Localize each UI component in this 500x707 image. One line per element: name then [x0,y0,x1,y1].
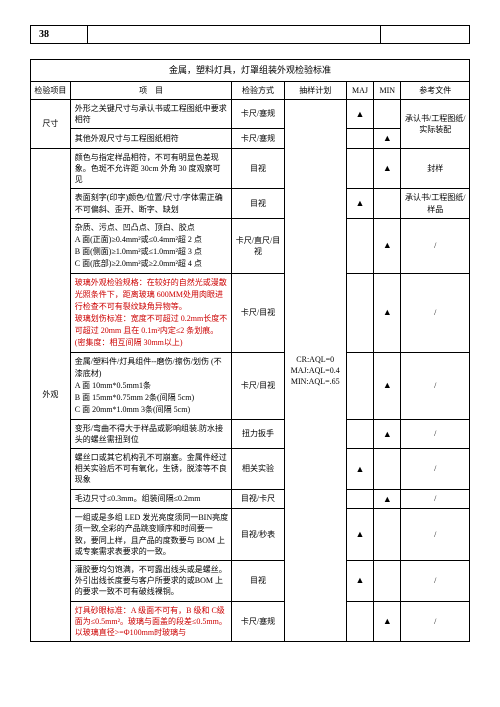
maj [346,419,373,448]
row-dim1: 尺寸 外形之关键尺寸与承认书或工程图纸中要求相符 卡尺/塞规 CR:AQL=0 … [31,99,470,128]
ref: 承认书/工程图纸/实际装配 [401,99,470,148]
proj: 一组或是多组 LED 发光亮度须同一BIN亮度须一致,全彩的产品跳变顺序和时间要… [70,509,232,561]
ref: / [401,601,470,642]
min: ▲ [374,419,401,448]
h-project: 项 目 [70,81,232,99]
h-min: MIN [374,81,401,99]
page-number-box: 38 [30,25,470,44]
row-9: 螺丝口或其它机构孔不可崩塞。金属件经过相关实验后不可有氧化，生锈，脱漆等不良现象… [31,449,470,490]
min: ▲ [374,129,401,149]
ref: 承认书/工程图纸/样品 [401,189,470,218]
min: ▲ [374,601,401,642]
min [374,449,401,490]
maj [346,129,373,149]
method: 目视/卡尺 [232,489,284,509]
ref: / [401,419,470,448]
min [374,189,401,218]
red-text: 玻璃外观检验规格：在较好的自然光或漫散光照条件下，距离玻璃 600MM处用肉眼进… [75,278,227,311]
min [374,99,401,128]
method: 目视 [232,560,284,601]
proj: 颜色与指定样品相符，不可有明显色差现象。色斑不允许距 30cm 外角 30 度观… [70,148,232,189]
method: 扭力扳手 [232,419,284,448]
method: 目视 [232,148,284,189]
min: ▲ [374,489,401,509]
ref: / [401,560,470,601]
title-row: 金属，塑料灯具，灯罩组装外观检验标准 [31,60,470,82]
maj [346,601,373,642]
method: 卡尺/塞规 [232,601,284,642]
row-10: 毛边只寸≤0.3mm。组装间隔≤0.2mm 目视/卡尺 ▲ / [31,489,470,509]
ref: / [401,449,470,490]
h-item: 检验项目 [31,81,71,99]
method: 目视/秒表 [232,509,284,561]
min: ▲ [374,148,401,189]
row-8: 变形/弯曲不得大于样品或影响组装.防水接头的螺丝需扭到位 扭力扳手 ▲ / [31,419,470,448]
row-12: 灌胶要均匀饱满，不可露出线头或是螺丝。外引出线长度要与客户所要求的或BOM 上的… [31,560,470,601]
empty-cell [88,26,381,43]
maj: ▲ [346,449,373,490]
table-title: 金属，塑料灯具，灯罩组装外观检验标准 [31,60,470,82]
ref: 封样 [401,148,470,189]
ref: / [401,489,470,509]
method: 卡尺/目视 [232,273,284,352]
h-plan: 抽样计划 [284,81,346,99]
maj: ▲ [346,560,373,601]
proj: 变形/弯曲不得大于样品或影响组装.防水接头的螺丝需扭到位 [70,419,232,448]
ref: / [401,273,470,352]
min [374,509,401,561]
row-5: 杂质、污点、凹凸点、顶白、胶点 A 面(正面)≥0.4mm²或≤0.4mm²超 … [31,218,470,273]
h-method: 检验方式 [232,81,284,99]
ref: / [401,509,470,561]
maj [346,148,373,189]
proj: 金属/塑料件/灯具组件--磨伤/擦伤/划伤 (不漆底材) A 面 10mm*0.… [70,352,232,419]
proj: 杂质、污点、凹凸点、顶白、胶点 A 面(正面)≥0.4mm²或≤0.4mm²超 … [70,218,232,273]
red-text: 玻璃划伤标准：宽度不可超过 0.2mm长度不可超过 20mm 且在 0.1m²内… [75,314,227,347]
min: ▲ [374,218,401,273]
maj [346,352,373,419]
maj [346,218,373,273]
row-6: 玻璃外观检验规格：在较好的自然光或漫散光照条件下，距离玻璃 600MM处用肉眼进… [31,273,470,352]
min [374,560,401,601]
proj: 其他外观尺寸与工程图纸相符 [70,129,232,149]
min: ▲ [374,273,401,352]
row-7: 金属/塑料件/灯具组件--磨伤/擦伤/划伤 (不漆底材) A 面 10mm*0.… [31,352,470,419]
row-3: 外观 颜色与指定样品相符，不可有明显色差现象。色斑不允许距 30cm 外角 30… [31,148,470,189]
min: ▲ [374,352,401,419]
method: 卡尺/目视 [232,352,284,419]
maj [346,489,373,509]
method: 目视 [232,189,284,218]
empty-cell [381,26,469,43]
dim-label: 尺寸 [31,99,71,148]
maj: ▲ [346,509,373,561]
header-row: 检验项目 项 目 检验方式 抽样计划 MAJ MIN 参考文件 [31,81,470,99]
maj [346,273,373,352]
proj: 玻璃外观检验规格：在较好的自然光或漫散光照条件下，距离玻璃 600MM处用肉眼进… [70,273,232,352]
sample-plan: CR:AQL=0 MAJ:AQL=0.4 MIN:AQL=.65 [284,99,346,641]
row-4: 表面刻字(印字)颜色/位置/尺寸/字体需正确不可偏斜、歪开、断字、缺划 目视 ▲… [31,189,470,218]
ref: / [401,218,470,273]
proj: 外形之关键尺寸与承认书或工程图纸中要求相符 [70,99,232,128]
h-maj: MAJ [346,81,373,99]
red-text: 灯具砂眼标准：A 级面不可有，B 级和 C级面为≤0.5mm²。玻璃与面盖的段差… [75,606,227,637]
method: 卡尺/直尺/目视 [232,218,284,273]
row-11: 一组或是多组 LED 发光亮度须同一BIN亮度须一致,全彩的产品跳变顺序和时间要… [31,509,470,561]
inspection-table: 金属，塑料灯具，灯罩组装外观检验标准 检验项目 项 目 检验方式 抽样计划 MA… [30,59,470,642]
proj: 灌胶要均匀饱满，不可露出线头或是螺丝。外引出线长度要与客户所要求的或BOM 上的… [70,560,232,601]
method: 卡尺/塞规 [232,99,284,128]
row-13: 灯具砂眼标准：A 级面不可有，B 级和 C级面为≤0.5mm²。玻璃与面盖的段差… [31,601,470,642]
ref: / [401,352,470,419]
proj: 灯具砂眼标准：A 级面不可有，B 级和 C级面为≤0.5mm²。玻璃与面盖的段差… [70,601,232,642]
method: 卡尺/塞规 [232,129,284,149]
maj: ▲ [346,189,373,218]
proj: 螺丝口或其它机构孔不可崩塞。金属件经过相关实验后不可有氧化，生锈，脱漆等不良现象 [70,449,232,490]
method: 相关实验 [232,449,284,490]
proj: 表面刻字(印字)颜色/位置/尺寸/字体需正确不可偏斜、歪开、断字、缺划 [70,189,232,218]
h-ref: 参考文件 [401,81,470,99]
proj: 毛边只寸≤0.3mm。组装间隔≤0.2mm [70,489,232,509]
maj: ▲ [346,99,373,128]
appearance-label: 外观 [31,148,71,641]
page-number: 38 [31,26,88,43]
